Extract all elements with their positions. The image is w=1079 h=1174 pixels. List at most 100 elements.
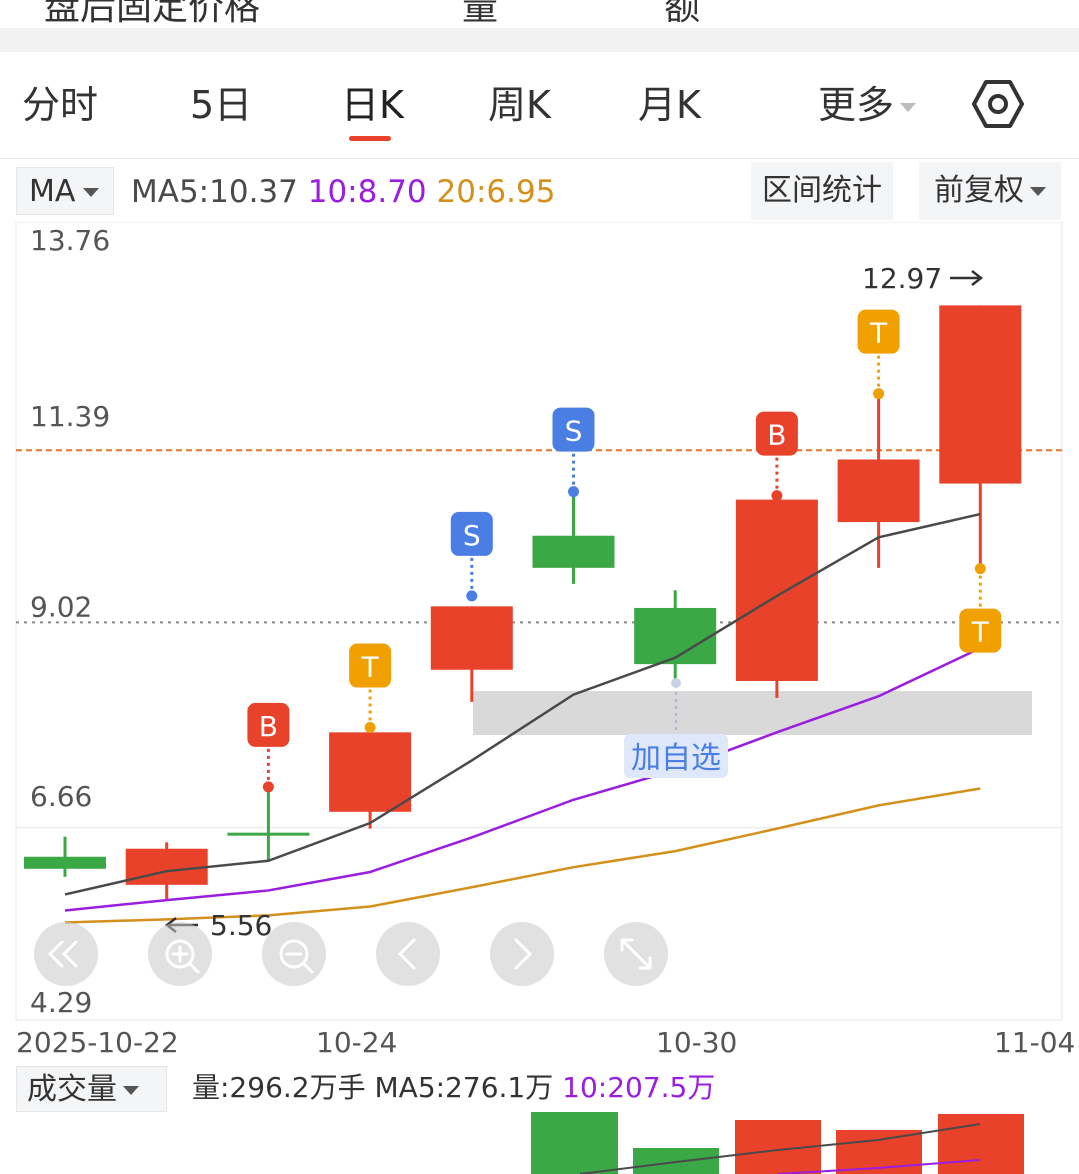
chevron-down-icon (123, 1086, 139, 1095)
volume-ma10-value: 10:207.5万 (562, 1071, 716, 1104)
trade-badge-label: T (869, 317, 888, 350)
candle-body (430, 606, 513, 670)
kline-chart[interactable]: 13.76 11.39 9.02 6.66 4.29 2025-10-22 10-24 10-… (0, 221, 1079, 1062)
chevron-right-icon[interactable] (490, 922, 554, 986)
volume-indicator-label: 成交量 (27, 1072, 117, 1107)
tab-5day[interactable]: 5日 (190, 83, 253, 127)
tab-weekly-k[interactable]: 周K (488, 83, 551, 127)
zoom-out-icon-glyph (279, 939, 314, 974)
badge-dot (974, 563, 986, 575)
y-axis-tick-label: 4.29 (30, 986, 92, 1019)
volume-ma5-value: MA5:276.1万 (374, 1071, 554, 1104)
volume-label: 量 (462, 0, 499, 28)
chevron-down-icon (900, 103, 917, 112)
trade-badge-t (349, 643, 392, 688)
kline-chart-svg: 13.76 11.39 9.02 6.66 4.29 2025-10-22 10-24 10-… (15, 221, 1075, 1059)
settings-icon[interactable] (972, 78, 1024, 130)
badge-dot (466, 590, 478, 602)
interval-stats-button[interactable]: 区间统计 (751, 162, 893, 220)
add-to-watchlist-label: 加自选 (631, 741, 721, 776)
trade-badge-label: T (361, 651, 380, 684)
volume-ma5-line (579, 1123, 981, 1174)
trade-badge-label: B (259, 710, 278, 743)
badge-dot (568, 486, 579, 498)
x-axis-tick-label: 2025-10-22 (16, 1026, 179, 1059)
zoom-out-icon[interactable] (262, 922, 326, 986)
trade-badge-s (552, 407, 595, 452)
ma20-value: 20:6.95 (436, 174, 556, 210)
chevron-right-icon-glyph (514, 938, 533, 970)
ma-values: MA5:10.37 10:8.70 20:6.95 (131, 172, 555, 212)
max-price-label: 12.97 (862, 262, 942, 295)
x-axis-tick-label: 11-04 (994, 1026, 1075, 1059)
x-axis-tick-label: 10-24 (316, 1026, 397, 1059)
chevron-down-icon (83, 188, 100, 197)
selection-band (473, 691, 1032, 735)
trade-badge-label: S (565, 415, 583, 448)
adjust-select[interactable]: 前复权 (919, 162, 1061, 220)
candle-body (634, 607, 717, 665)
candle-body (735, 499, 818, 681)
indicator-select[interactable]: MA (16, 167, 114, 215)
zoom-in-icon[interactable] (148, 922, 212, 986)
add-to-watchlist-chip[interactable] (624, 734, 728, 778)
period-tabs: 分时 5日 日K 周K 月K 更多 (0, 52, 1079, 159)
y-axis-tick-label: 9.02 (30, 590, 92, 623)
fullscreen-icon-glyph (620, 938, 652, 970)
ma10-line (64, 646, 981, 912)
max-price-arrow-head (971, 270, 984, 286)
volume-chart (531, 1112, 1024, 1174)
y-axis-tick-label: 6.66 (30, 780, 92, 813)
tab-more[interactable]: 更多 (818, 82, 917, 128)
chevron-down-icon (1030, 187, 1046, 196)
tab-monthly-k[interactable]: 月K (638, 83, 701, 127)
indicator-bar: MA MA5:10.37 10:8.70 20:6.95 区间统计 前复权 (0, 160, 1079, 222)
trade-badge-label: S (463, 519, 481, 552)
active-tab-indicator (349, 136, 391, 141)
quote-summary-strip: 盘后固定价格 量 额 (0, 0, 1079, 28)
ma10-value: 10:8.70 (307, 174, 427, 210)
adjust-select-label: 前复权 (934, 173, 1024, 208)
after-hours-label: 盘后固定价格 (44, 0, 261, 28)
candle-body (227, 832, 310, 836)
candle-body (24, 856, 106, 869)
min-price-label: 5.56 (210, 909, 272, 942)
volume-ma10-line (777, 1159, 981, 1174)
chevron-left-icon-glyph (397, 938, 416, 970)
badge-dot (262, 781, 274, 793)
candle-body (837, 459, 920, 523)
tab-more-label: 更多 (818, 83, 895, 127)
ma5-line (64, 512, 981, 896)
candle-body (939, 305, 1022, 484)
section-divider (0, 28, 1079, 52)
candle-body (532, 535, 615, 568)
volume-indicator-select[interactable]: 成交量 (16, 1066, 167, 1112)
trade-badge-t (857, 309, 900, 354)
badge-dot (873, 388, 885, 400)
badge-dot (364, 722, 376, 734)
volume-values: 量:296.2万手 MA5:276.1万 10:207.5万 (192, 1068, 715, 1108)
fullscreen-icon[interactable] (604, 922, 668, 986)
watch-dot (671, 678, 681, 688)
badge-dot (771, 490, 783, 502)
trade-badge-label: T (971, 616, 990, 649)
trade-badge-s (450, 511, 493, 556)
candle-body (125, 848, 208, 885)
candle-body (329, 732, 412, 812)
y-axis-tick-label: 11.39 (30, 400, 110, 433)
x-axis-tick-label: 10-30 (656, 1026, 737, 1059)
volume-section: 成交量 量:296.2万手 MA5:276.1万 10:207.5万 (0, 1062, 1079, 1174)
scroll-left-fast-icon-glyph (47, 940, 78, 968)
chevron-left-icon[interactable] (376, 922, 440, 986)
trade-badge-label: B (767, 419, 786, 452)
volume-bar (531, 1112, 618, 1174)
y-axis-tick-label: 13.76 (30, 224, 110, 257)
trade-badge-b (247, 702, 290, 747)
trade-badge-t (959, 608, 1002, 653)
scroll-left-fast-icon[interactable] (34, 922, 98, 986)
tab-intraday[interactable]: 分时 (22, 83, 99, 127)
tab-daily-k[interactable]: 日K (341, 83, 404, 127)
amount-label: 额 (664, 0, 701, 28)
volume-bar (938, 1114, 1024, 1174)
trade-badge-b (755, 411, 798, 456)
